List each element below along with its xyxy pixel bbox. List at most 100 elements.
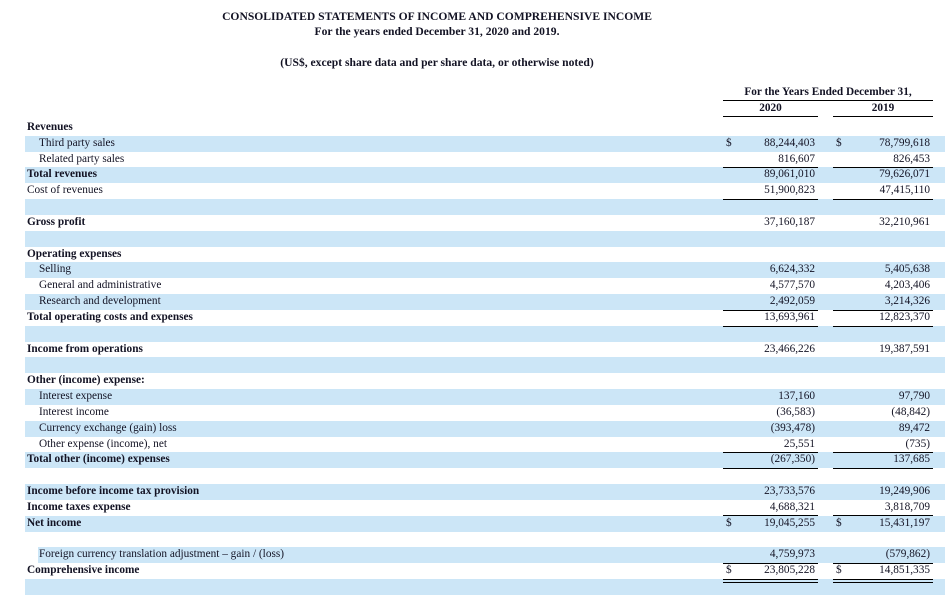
value-2019: 79,626,071 bbox=[879, 168, 930, 181]
column-gap bbox=[818, 547, 833, 564]
value-cell-2020 bbox=[723, 532, 818, 548]
row-right-pad bbox=[933, 579, 945, 595]
row-label: Other (income) expense: bbox=[27, 374, 145, 387]
dollar-sign-2020: $ bbox=[726, 136, 732, 149]
value-2020 bbox=[726, 373, 815, 389]
row-label: Net income bbox=[27, 516, 82, 529]
dollar-sign-2019: $ bbox=[836, 136, 842, 149]
table-row: Revenues bbox=[25, 120, 945, 136]
value-2019: 19,387,591 bbox=[879, 342, 930, 355]
table-row: Foreign currency translation adjustment … bbox=[25, 547, 945, 564]
column-gap bbox=[818, 579, 833, 595]
value-cell-2019: 12,823,370 bbox=[833, 310, 933, 327]
table-row: Operating expenses bbox=[25, 247, 945, 263]
value-cell-2019: 4,203,406 bbox=[833, 278, 933, 294]
value-2020: 2,492,059 bbox=[769, 295, 815, 308]
column-gap bbox=[818, 152, 833, 169]
value-cell-2020: 4,759,973 bbox=[723, 547, 818, 564]
row-right-pad bbox=[933, 278, 945, 294]
value-cell-2020: 13,693,961 bbox=[723, 310, 818, 327]
value-2019: 826,453 bbox=[893, 152, 930, 165]
value-cell-2019: 5,405,638 bbox=[833, 262, 933, 278]
statement-title: CONSOLIDATED STATEMENTS OF INCOME AND CO… bbox=[222, 10, 652, 23]
table-period-header-row: For the Years Ended December 31, bbox=[25, 85, 945, 101]
value-2019: (735) bbox=[905, 437, 930, 450]
row-right-pad bbox=[933, 152, 945, 169]
column-gap bbox=[818, 405, 833, 421]
table-row: Total operating costs and expenses 13,693… bbox=[25, 310, 945, 327]
value-2019: 15,431,197 bbox=[879, 516, 930, 529]
table-row: Third party sales $88,244,403 $78,799,618 bbox=[25, 135, 945, 152]
row-right-pad bbox=[933, 167, 945, 183]
row-right-pad bbox=[933, 484, 945, 500]
value-2019: 32,210,961 bbox=[879, 215, 930, 228]
value-2019 bbox=[836, 231, 930, 247]
value-2019: 4,203,406 bbox=[884, 279, 930, 292]
row-right-pad bbox=[933, 516, 945, 532]
value-cell-2019 bbox=[833, 532, 933, 548]
value-cell-2020: 23,466,226 bbox=[723, 342, 818, 358]
column-gap bbox=[818, 452, 833, 469]
row-right-pad bbox=[933, 421, 945, 437]
value-2020: (36,583) bbox=[776, 405, 815, 418]
table-row bbox=[25, 357, 945, 374]
value-cell-2019 bbox=[833, 231, 933, 247]
column-gap bbox=[818, 247, 833, 263]
value-cell-2019 bbox=[833, 579, 933, 595]
row-right-pad bbox=[933, 326, 945, 342]
table-row: Currency exchange (gain) loss (393,478) 89… bbox=[25, 420, 945, 437]
table-row bbox=[25, 579, 945, 595]
value-2020: 19,045,255 bbox=[764, 516, 815, 529]
row-label: Operating expenses bbox=[27, 247, 122, 260]
column-gap bbox=[818, 136, 833, 152]
row-right-pad bbox=[933, 405, 945, 421]
row-right-pad bbox=[933, 247, 945, 263]
column-gap bbox=[818, 484, 833, 500]
value-2020: 23,733,576 bbox=[764, 485, 815, 498]
column-gap bbox=[818, 120, 833, 136]
table-row: Comprehensive income $23,805,228 $14,851,3… bbox=[25, 563, 945, 583]
row-right-pad bbox=[933, 452, 945, 469]
column-gap bbox=[818, 437, 833, 454]
value-2019: (579,862) bbox=[885, 548, 930, 561]
row-label bbox=[25, 231, 723, 247]
value-2020: (267,350) bbox=[770, 453, 815, 466]
value-cell-2020: 4,688,321 bbox=[723, 500, 818, 517]
value-2019: 12,823,370 bbox=[879, 310, 930, 323]
value-cell-2019 bbox=[833, 373, 933, 389]
row-label: Revenues bbox=[27, 121, 73, 133]
table-row: Income from operations 23,466,226 19,387,5… bbox=[25, 342, 945, 358]
row-right-pad bbox=[933, 136, 945, 152]
column-gap bbox=[818, 421, 833, 437]
row-label: Currency exchange (gain) loss bbox=[39, 421, 177, 434]
value-2019 bbox=[836, 326, 930, 342]
column-gap bbox=[818, 326, 833, 342]
value-2020: 89,061,010 bbox=[764, 168, 815, 181]
value-cell-2019: 137,685 bbox=[833, 452, 933, 469]
value-cell-2020: $23,805,228 bbox=[723, 563, 818, 583]
value-2020: 13,693,961 bbox=[764, 310, 815, 323]
value-2020: 4,759,973 bbox=[769, 548, 815, 561]
row-right-pad bbox=[933, 342, 945, 358]
value-cell-2020 bbox=[723, 357, 818, 373]
value-cell-2020 bbox=[723, 231, 818, 247]
header-spacer bbox=[933, 85, 945, 101]
value-cell-2020: (267,350) bbox=[723, 452, 818, 469]
table-row: Related party sales 816,607 826,453 bbox=[25, 152, 945, 169]
row-right-pad bbox=[933, 373, 945, 389]
value-cell-2019 bbox=[833, 120, 933, 136]
statement-header: CONSOLIDATED STATEMENTS OF INCOME AND CO… bbox=[0, 9, 874, 70]
column-gap bbox=[818, 357, 833, 373]
header-spacer bbox=[933, 101, 945, 117]
value-2019 bbox=[836, 247, 930, 263]
table-row bbox=[25, 199, 945, 215]
value-2019: 89,472 bbox=[898, 421, 930, 434]
row-right-pad bbox=[933, 183, 945, 200]
table-row: Gross profit 37,160,187 32,210,961 bbox=[25, 215, 945, 231]
value-2020 bbox=[726, 532, 815, 548]
value-cell-2019 bbox=[833, 468, 933, 484]
row-label: Total revenues bbox=[27, 168, 97, 181]
years-ended-header: For the Years Ended December 31, bbox=[723, 85, 933, 101]
table-row: Interest expense 137,160 97,790 bbox=[25, 389, 945, 405]
